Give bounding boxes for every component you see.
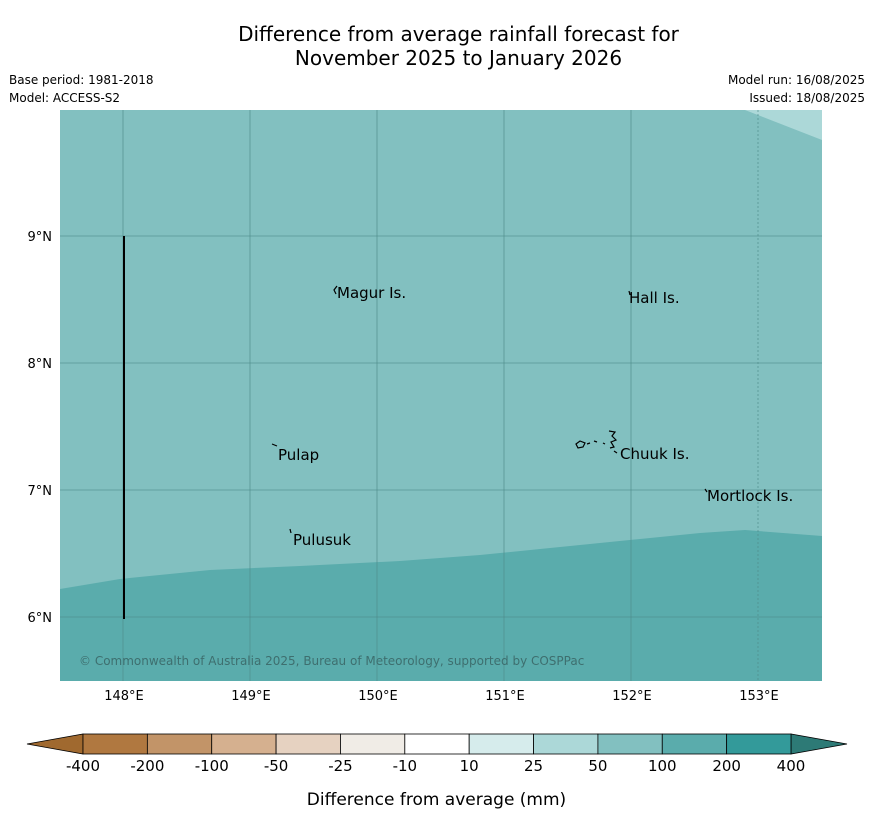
colorbar-tick-label: -25 [328,757,353,775]
mortlock-outline [704,488,708,493]
lat-tick-6: 6°N [28,611,53,626]
lat-tick-8: 8°N [28,357,53,372]
model-run-text: Model run: 16/08/2025 [727,73,865,87]
colorbar-extend-low [26,733,84,755]
colorbar-segment [340,733,406,755]
colorbar-tick-label: 400 [777,757,806,775]
colorbar-tick-label: 10 [460,757,479,775]
map-panel: Magur Is. Hall Is. Pulap Chuuk Is. Mortl… [60,110,822,681]
colorbar-segment [597,733,663,755]
chuuk-outline [575,430,618,454]
colorbar-tick-label: -100 [195,757,229,775]
graticule [60,110,822,681]
colorbar-tick-label: -50 [264,757,289,775]
lon-tick-150: 150°E [358,689,398,704]
place-label-hall: Hall Is. [629,289,680,307]
lat-tick-7: 7°N [28,484,53,499]
title-line-1: Difference from average rainfall forecas… [238,22,679,46]
colorbar-segment [211,733,277,755]
pulusuk-outline [289,528,292,534]
colorbar-segment [533,733,599,755]
lon-tick-152: 152°E [612,689,652,704]
lon-tick-148: 148°E [104,689,144,704]
colorbar-segment [275,733,341,755]
colorbar-segment [468,733,534,755]
place-labels: Magur Is. Hall Is. Pulap Chuuk Is. Mortl… [278,284,793,549]
region-25-50 [745,110,822,140]
island-outlines [271,285,708,534]
colorbar-tick-label: 50 [588,757,607,775]
colorbar-tick-label: -10 [393,757,418,775]
colorbar-segment [661,733,728,755]
pulap-outline [271,443,278,447]
colorbar-extend-high [790,733,848,755]
colorbar-tick-label: -400 [66,757,100,775]
hall-outline [628,290,631,296]
copyright-text: © Commonwealth of Australia 2025, Bureau… [79,654,584,668]
colorbar-segment [82,733,148,755]
colorbar-tick-label: 200 [712,757,741,775]
axis-ticks: 148°E 149°E 150°E 151°E 152°E 153°E 9°N … [28,230,779,704]
place-label-magur: Magur Is. [337,284,406,302]
lon-tick-153: 153°E [739,689,779,704]
colorbar-tick-label: 25 [524,757,543,775]
colorbar-tick-label: -200 [130,757,164,775]
lon-tick-151: 151°E [485,689,525,704]
meta-left: Base period: 1981-2018 Model: ACCESS-S2 [9,71,154,107]
colorbar: -400 -200 -100 -50 -25 -10 10 25 50 100 200 400 [26,733,848,775]
colorbar-segment [726,733,792,755]
base-period-text: Base period: 1981-2018 [9,73,154,87]
colorbar-segment [404,733,470,755]
title-line-2: November 2025 to January 2026 [294,46,623,70]
map-title: Difference from average rainfall forecas… [0,22,873,70]
place-label-pulusuk: Pulusuk [293,531,351,549]
place-label-pulap: Pulap [278,446,319,464]
region-100-200 [60,530,822,681]
place-label-mortlock: Mortlock Is. [707,487,793,505]
issued-text: Issued: 18/08/2025 [749,91,865,105]
colorbar-label: Difference from average (mm) [306,790,567,810]
lat-tick-9: 9°N [28,230,53,245]
place-label-chuuk: Chuuk Is. [620,445,689,463]
model-text: Model: ACCESS-S2 [9,91,121,105]
colorbar-tick-label: 100 [648,757,677,775]
colorbar-segment [146,733,213,755]
lon-tick-149: 149°E [231,689,271,704]
meta-right: Model run: 16/08/2025 Issued: 18/08/2025 [728,71,865,107]
magur-outline [333,285,338,295]
